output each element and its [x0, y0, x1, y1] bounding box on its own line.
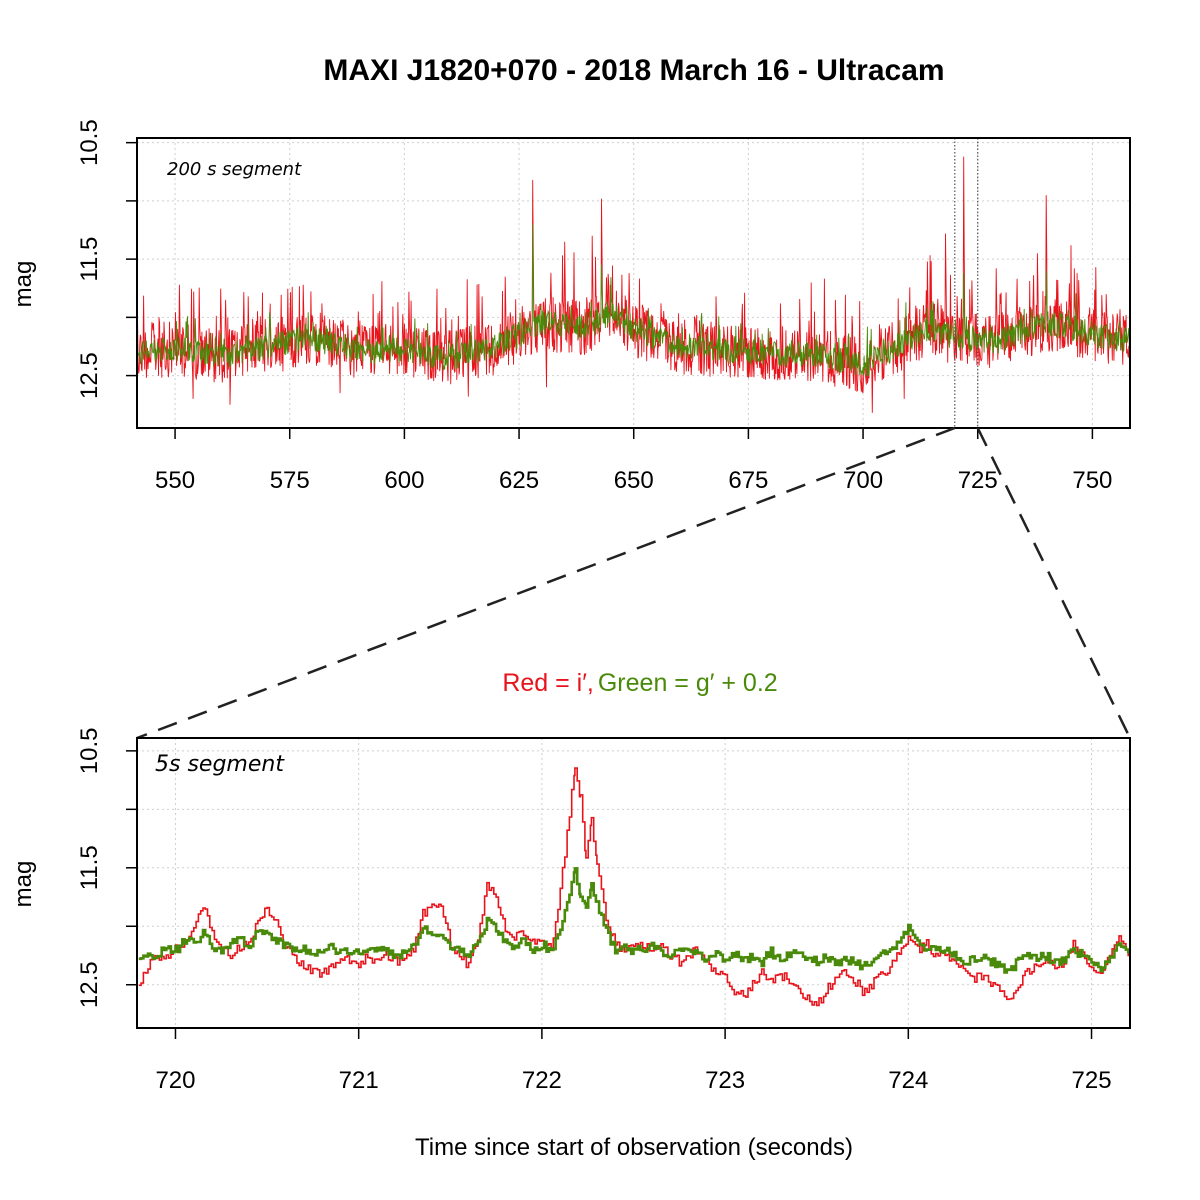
bottom-red-line: [138, 767, 1130, 1007]
x-tick-label: 724: [888, 1067, 928, 1094]
top-red-series: [137, 156, 1130, 413]
bottom-panel: 720 721 722 723 724 725 10.5 11.5 12.5 5s segme…: [10, 728, 1131, 1094]
y-tick-label: 10.5: [76, 119, 103, 166]
x-tick-label: 625: [499, 467, 539, 494]
bottom-segment-label: 5s segment: [155, 752, 285, 777]
x-tick-label: 725: [1072, 1067, 1112, 1094]
x-tick-label: 721: [339, 1067, 379, 1094]
y-tick-label: 11.5: [76, 237, 103, 282]
bottom-plot-frame: [136, 737, 1131, 1029]
y-tick-label: 12.5: [76, 352, 103, 399]
legend-red-label: Red = i′,: [502, 669, 594, 697]
bottom-grid: [137, 738, 1130, 1028]
bottom-y-axis: 10.5 11.5 12.5: [76, 728, 137, 1008]
top-red-line: [137, 156, 1130, 413]
x-tick-label: 720: [155, 1067, 195, 1094]
top-x-axis: 550 575 600 625 650 675 700 725 750: [155, 428, 1112, 494]
bottom-green-series: [138, 867, 1130, 974]
top-zoom-window-markers: [954, 138, 979, 428]
x-tick-label: 600: [384, 467, 424, 494]
legend-green-label: Green = g′ + 0.2: [598, 669, 778, 697]
top-grid: [137, 138, 1130, 428]
y-tick-label: 10.5: [76, 728, 103, 775]
x-tick-label: 723: [705, 1067, 745, 1094]
top-green-line: [137, 224, 1130, 377]
top-y-axis: 10.5 11.5 12.5: [76, 119, 137, 399]
bottom-x-axis: 720 721 722 723 724 725: [155, 1028, 1112, 1094]
y-tick-label: 11.5: [76, 845, 103, 890]
top-y-axis-title: mag: [10, 261, 37, 308]
bottom-green-line: [138, 867, 1130, 974]
x-tick-label: 550: [155, 467, 195, 494]
top-green-series: [137, 224, 1130, 377]
chart-title: MAXI J1820+070 - 2018 March 16 - Ultraca…: [323, 54, 944, 87]
y-tick-label: 12.5: [76, 961, 103, 1008]
zoom-connector-lines: [136, 426, 1132, 740]
legend: Red = i′, Green = g′ + 0.2: [502, 669, 777, 697]
top-panel: 550 575 600 625 650 675 700 725 750 10.5 11.5 12.5…: [10, 119, 1131, 494]
bottom-y-axis-title: mag: [10, 861, 37, 908]
x-tick-label: 575: [270, 467, 310, 494]
x-axis-title: Time since start of observation (seconds…: [415, 1134, 853, 1161]
bottom-red-series: [138, 767, 1130, 1007]
x-tick-label: 650: [614, 467, 654, 494]
x-tick-label: 675: [728, 467, 768, 494]
x-tick-label: 722: [522, 1067, 562, 1094]
top-segment-label: 200 s segment: [167, 159, 302, 180]
x-tick-label: 700: [843, 467, 883, 494]
connector-left: [136, 426, 956, 740]
x-tick-label: 750: [1072, 467, 1112, 494]
connector-right: [976, 427, 1132, 739]
x-tick-label: 725: [958, 467, 998, 494]
